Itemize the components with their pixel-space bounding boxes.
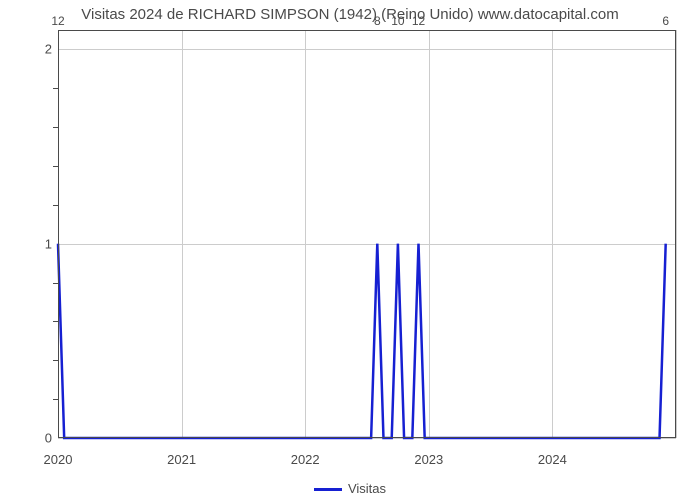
y-tick-label: 2 [45,42,52,57]
x-bottom-label: 2022 [291,452,320,467]
x-top-label: 8 [374,14,381,28]
legend: Visitas [0,481,700,496]
axis-bottom [58,437,676,438]
chart-title: Visitas 2024 de RICHARD SIMPSON (1942) (… [0,6,700,23]
legend-swatch [314,488,342,491]
plot-area: 0121281012620202021202220232024 [58,30,676,438]
x-top-label: 10 [391,14,404,28]
axis-left [58,30,59,438]
line-series [58,30,676,438]
x-top-label: 12 [51,14,64,28]
chart-container: Visitas 2024 de RICHARD SIMPSON (1942) (… [0,0,700,500]
x-top-label: 12 [412,14,425,28]
x-bottom-label: 2020 [44,452,73,467]
x-bottom-label: 2023 [414,452,443,467]
y-minor-tick [53,360,58,361]
y-minor-tick [53,321,58,322]
x-bottom-label: 2021 [167,452,196,467]
y-minor-tick [53,399,58,400]
legend-label: Visitas [348,481,386,496]
y-minor-tick [53,205,58,206]
gridline-vertical [676,30,677,438]
y-minor-tick [53,127,58,128]
y-tick-label: 1 [45,236,52,251]
x-bottom-label: 2024 [538,452,567,467]
y-minor-tick [53,283,58,284]
axis-top [58,30,676,31]
x-top-label: 6 [662,14,669,28]
y-tick-label: 0 [45,431,52,446]
axis-right [675,30,676,438]
y-minor-tick [53,88,58,89]
y-minor-tick [53,166,58,167]
